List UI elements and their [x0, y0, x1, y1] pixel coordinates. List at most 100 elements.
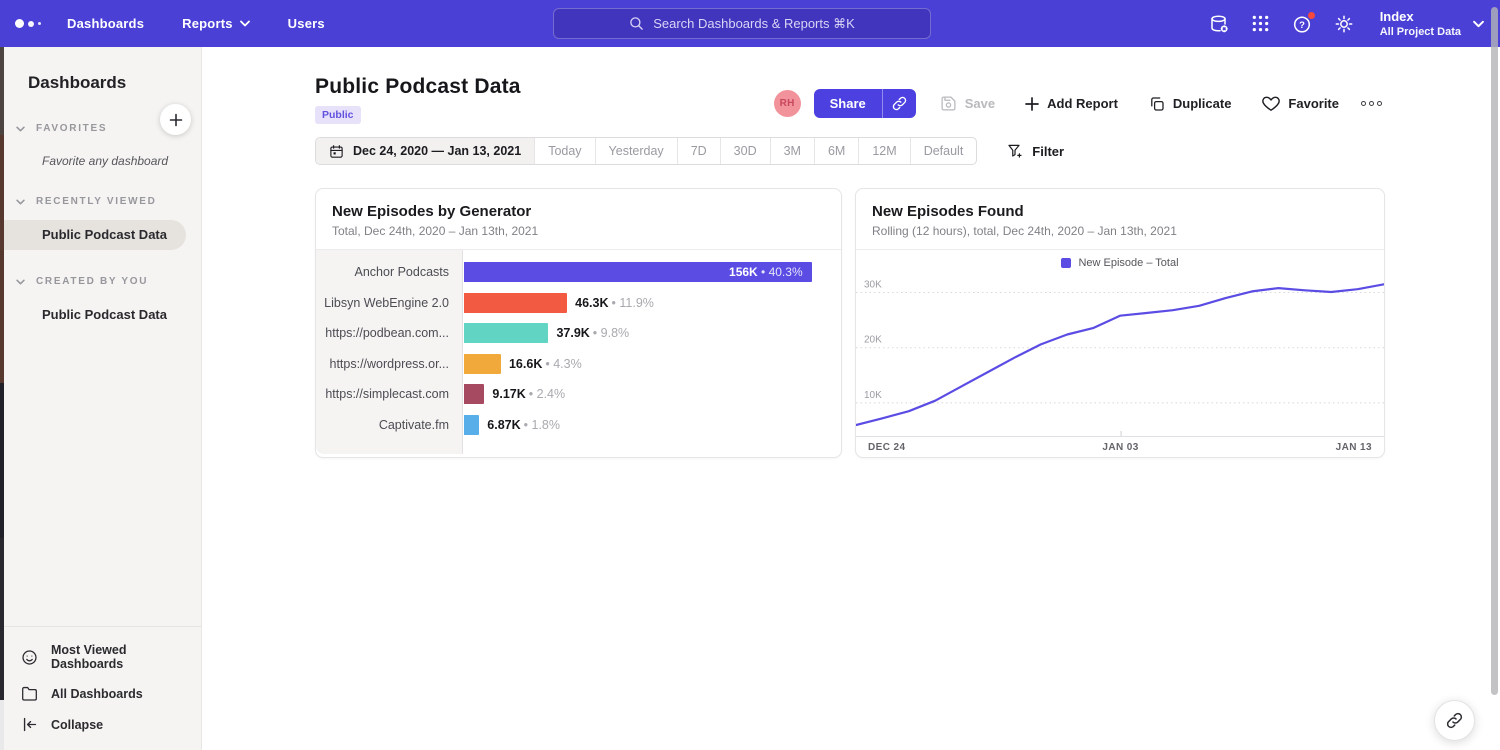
collapse-sidebar-button[interactable]: Collapse [0, 709, 201, 740]
link-icon [1446, 712, 1463, 729]
search-input[interactable]: Search Dashboards & Reports ⌘K [553, 8, 931, 39]
bar[interactable]: 156K • 40.3% [464, 262, 812, 282]
chevron-down-icon [16, 199, 25, 205]
bar[interactable] [464, 323, 548, 343]
sidebar-item-public-podcast-data-2[interactable]: Public Podcast Data [42, 307, 201, 322]
chevron-down-icon [16, 279, 25, 285]
card-new-episodes-by-generator: New Episodes by Generator Total, Dec 24t… [315, 188, 842, 458]
database-icon[interactable] [1209, 14, 1229, 34]
bar[interactable] [464, 293, 567, 313]
x-tick-label: JAN 13 [1336, 442, 1372, 453]
nav-dashboards[interactable]: Dashboards [67, 16, 144, 31]
nav-users[interactable]: Users [288, 16, 325, 31]
preset-12m[interactable]: 12M [858, 138, 909, 164]
bar[interactable] [464, 415, 479, 435]
preset-default[interactable]: Default [910, 138, 977, 164]
bar-category-label: https://wordpress.or... [316, 357, 463, 371]
bar-row: https://podbean.com...37.9K• 9.8% [316, 318, 841, 349]
main-content: Public Podcast Data Public RH Share Save… [203, 47, 1500, 750]
bar-track: 9.17K• 2.4% [463, 384, 831, 404]
sidebar-item-public-podcast-data[interactable]: Public Podcast Data [0, 220, 186, 250]
bar-category-label: Libsyn WebEngine 2.0 [316, 296, 463, 310]
chevron-down-icon [16, 126, 25, 132]
preset-7d[interactable]: 7D [677, 138, 720, 164]
preset-today[interactable]: Today [534, 138, 594, 164]
preset-yesterday[interactable]: Yesterday [595, 138, 677, 164]
heart-icon [1262, 95, 1280, 112]
bar-track: 37.9K• 9.8% [463, 323, 831, 343]
report-cards: New Episodes by Generator Total, Dec 24t… [315, 188, 1385, 458]
all-dashboards-button[interactable]: All Dashboards [0, 678, 201, 709]
floating-link-button[interactable] [1434, 700, 1475, 741]
bar-value-label: 16.6K• 4.3% [509, 357, 582, 371]
apps-grid-icon[interactable] [1251, 14, 1270, 33]
screen-edge-artifact [0, 47, 4, 750]
line-series[interactable] [856, 284, 1384, 425]
card-title: New Episodes Found [872, 203, 1368, 220]
favorites-empty-text: Favorite any dashboard [42, 154, 201, 168]
section-recently-viewed[interactable]: RECENTLY VIEWED [16, 196, 201, 207]
plus-icon [1025, 97, 1039, 111]
share-button[interactable]: Share [814, 89, 882, 118]
save-icon [940, 95, 957, 112]
more-options-button[interactable] [1361, 101, 1382, 106]
date-range-control: Dec 24, 2020 — Jan 13, 2021 Today Yester… [315, 137, 977, 165]
app-logo[interactable] [15, 19, 55, 28]
bar[interactable] [464, 354, 501, 374]
add-report-button[interactable]: Add Report [1025, 96, 1118, 111]
add-dashboard-button[interactable] [160, 104, 191, 135]
favorite-button[interactable]: Favorite [1262, 95, 1339, 112]
card-subtitle: Rolling (12 hours), total, Dec 24th, 202… [872, 224, 1368, 238]
project-scope: All Project Data [1380, 26, 1461, 38]
bar[interactable] [464, 384, 484, 404]
card-new-episodes-found: New Episodes Found Rolling (12 hours), t… [855, 188, 1385, 458]
bar-chart[interactable]: Anchor Podcasts156K • 40.3%Libsyn WebEng… [316, 250, 841, 454]
settings-icon[interactable] [1334, 14, 1354, 34]
smiley-icon [21, 649, 38, 666]
svg-text:?: ? [1299, 20, 1305, 31]
y-tick-label: 20K [864, 335, 882, 346]
date-toolbar: Dec 24, 2020 — Jan 13, 2021 Today Yester… [315, 137, 1064, 165]
sidebar: Dashboards FAVORITES Favorite any dashbo… [0, 47, 202, 750]
header-actions: RH Share Save Add Report Duplicate Favor… [774, 89, 1382, 118]
preset-6m[interactable]: 6M [814, 138, 858, 164]
save-button[interactable]: Save [940, 95, 995, 112]
page-title: Public Podcast Data [315, 75, 521, 99]
legend-swatch [1061, 258, 1071, 268]
preset-3m[interactable]: 3M [770, 138, 814, 164]
most-viewed-dashboards-button[interactable]: Most Viewed Dashboards [0, 636, 201, 678]
sidebar-title: Dashboards [28, 73, 201, 93]
chevron-down-icon [240, 20, 250, 27]
section-created-by-you[interactable]: CREATED BY YOU [16, 276, 201, 287]
help-icon[interactable]: ? [1292, 14, 1312, 34]
bar-track: 46.3K• 11.9% [463, 293, 831, 313]
bar-row: Libsyn WebEngine 2.0 46.3K• 11.9% [316, 288, 841, 319]
scrollbar[interactable] [1491, 7, 1498, 695]
bar-value-label: 6.87K• 1.8% [487, 418, 560, 432]
preset-30d[interactable]: 30D [720, 138, 770, 164]
topbar-nav: Dashboards Reports Users [67, 16, 325, 31]
search-icon [629, 16, 644, 31]
bar-value-label: 37.9K• 9.8% [556, 326, 629, 340]
nav-reports[interactable]: Reports [182, 16, 250, 31]
project-selector[interactable]: Index All Project Data [1380, 9, 1484, 37]
card-header: New Episodes Found Rolling (12 hours), t… [856, 189, 1384, 250]
legend-item[interactable]: New Episode – Total [856, 250, 1384, 276]
bar-value-label: 46.3K• 11.9% [575, 296, 654, 310]
avatar: RH [774, 90, 801, 117]
x-tick-label: DEC 24 [868, 442, 905, 453]
bar-row: https://simplecast.com9.17K• 2.4% [316, 379, 841, 410]
bar-track: 156K • 40.3% [463, 262, 831, 282]
bar-category-label: Captivate.fm [316, 418, 463, 432]
y-tick-label: 30K [864, 280, 882, 291]
link-icon [892, 96, 907, 111]
bar-track: 6.87K• 1.8% [463, 415, 831, 435]
bar-category-label: Anchor Podcasts [316, 265, 463, 279]
topbar: Dashboards Reports Users Search Dashboar… [0, 0, 1500, 47]
notification-dot [1308, 12, 1315, 19]
date-range-button[interactable]: Dec 24, 2020 — Jan 13, 2021 [316, 138, 534, 164]
line-chart[interactable]: 10K20K30K [856, 276, 1384, 438]
share-link-button[interactable] [882, 89, 916, 118]
duplicate-button[interactable]: Duplicate [1149, 96, 1232, 112]
filter-button[interactable]: Filter [1007, 143, 1064, 159]
